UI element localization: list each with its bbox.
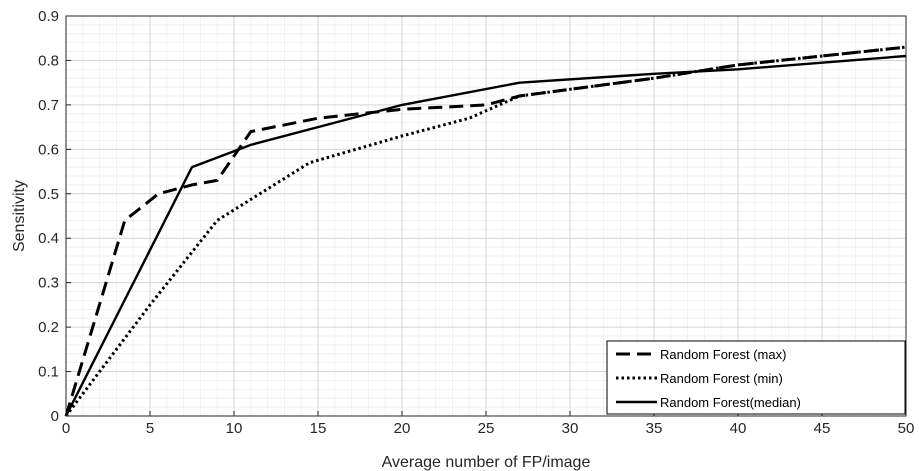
x-tick-label: 15 <box>310 420 327 437</box>
y-tick-label: 0.5 <box>38 186 59 203</box>
series-layer <box>64 45 907 417</box>
y-axis-ticks: 0 0.1 0.2 0.3 0.4 0.5 0.6 0.7 0.8 0.9 <box>38 8 71 425</box>
x-axis-ticks: 0 5 10 15 20 25 30 35 40 45 50 <box>62 411 915 437</box>
y-axis-label: Sensitivity <box>11 180 28 252</box>
y-tick-label: 0.7 <box>38 97 59 114</box>
y-tick-label: 0.3 <box>38 275 59 292</box>
x-tick-label: 30 <box>562 420 579 437</box>
x-tick-label: 10 <box>226 420 243 437</box>
x-tick-label: 50 <box>898 420 915 437</box>
x-tick-label: 40 <box>730 420 747 437</box>
legend: Random Forest (max) Random Forest (min) … <box>606 340 906 415</box>
y-tick-label: 0.9 <box>38 8 59 25</box>
x-tick-label: 45 <box>814 420 831 437</box>
x-tick-label: 35 <box>646 420 663 437</box>
y-tick-label: 0.4 <box>38 230 59 247</box>
x-tick-label: 5 <box>146 420 154 437</box>
y-tick-label: 0 <box>51 408 59 425</box>
x-tick-label: 20 <box>394 420 411 437</box>
x-tick-label: 0 <box>62 420 70 437</box>
y-tick-label: 0.8 <box>38 52 59 69</box>
y-tick-label: 0.1 <box>38 364 59 381</box>
y-tick-label: 0.6 <box>38 141 59 158</box>
legend-label-max: Random Forest (max) <box>660 347 786 362</box>
x-axis-label: Average number of FP/image <box>382 454 591 471</box>
series-line-2 <box>64 54 907 417</box>
x-tick-label: 25 <box>478 420 495 437</box>
y-tick-label: 0.2 <box>38 319 59 336</box>
legend-label-min: Random Forest (min) <box>660 371 783 386</box>
legend-label-median: Random Forest(median) <box>660 395 801 410</box>
